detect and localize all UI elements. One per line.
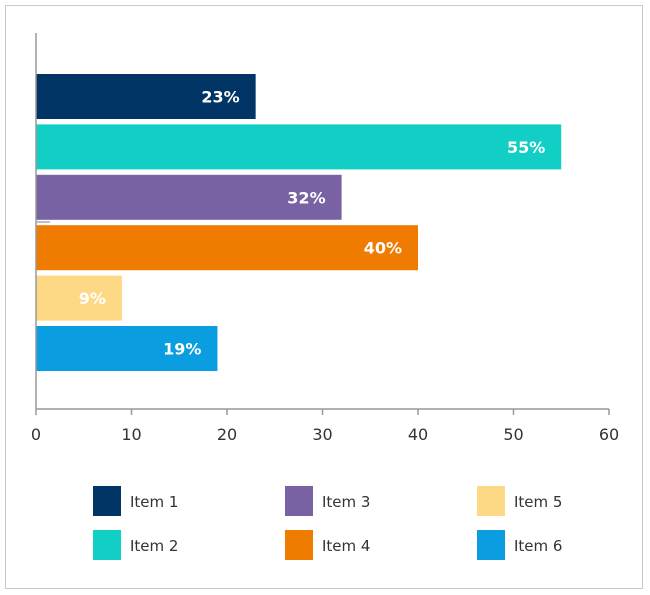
x-tick-label-20: 20 — [217, 425, 237, 444]
legend-swatch-5 — [477, 486, 505, 516]
x-tick-label-40: 40 — [408, 425, 428, 444]
bar-label-3: 32% — [287, 188, 325, 207]
x-tick-label-10: 10 — [121, 425, 141, 444]
legend-swatch-3 — [285, 486, 313, 516]
bar-label-6: 19% — [163, 340, 201, 359]
bar-5 — [36, 275, 122, 321]
bar-2 — [36, 124, 562, 170]
bar-label-5: 9% — [79, 289, 106, 308]
x-tick-label-30: 30 — [312, 425, 332, 444]
legend-label-6: Item 6 — [514, 537, 562, 555]
legend-label-2: Item 2 — [130, 537, 178, 555]
bar-label-2: 55% — [507, 138, 545, 157]
bar-label-4: 40% — [364, 239, 402, 258]
legend-label-1: Item 1 — [130, 493, 178, 511]
legend-swatch-6 — [477, 530, 505, 560]
bar-6 — [36, 326, 218, 371]
bar-3 — [36, 174, 342, 220]
x-tick-label-0: 0 — [31, 425, 41, 444]
legend-label-4: Item 4 — [322, 537, 370, 555]
bar-4 — [36, 225, 418, 271]
bar-label-1: 23% — [201, 88, 239, 107]
legend-label-3: Item 3 — [322, 493, 370, 511]
bar-1 — [36, 74, 256, 119]
x-tick-label-50: 50 — [503, 425, 523, 444]
legend-label-5: Item 5 — [514, 493, 562, 511]
legend-swatch-2 — [93, 530, 121, 560]
x-tick-label-60: 60 — [599, 425, 619, 444]
legend-swatch-4 — [285, 530, 313, 560]
legend-swatch-1 — [93, 486, 121, 516]
